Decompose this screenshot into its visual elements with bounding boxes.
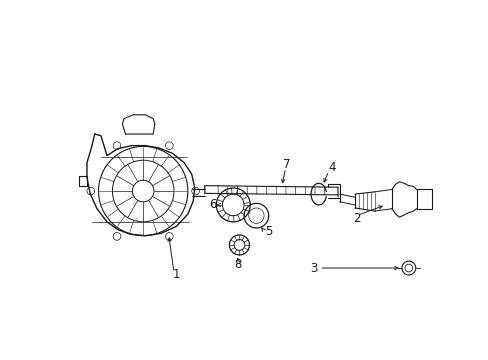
Text: 3: 3 — [309, 261, 316, 275]
Text: 6: 6 — [209, 198, 217, 211]
Text: 5: 5 — [264, 225, 272, 238]
Text: 8: 8 — [234, 258, 241, 271]
Text: 1: 1 — [172, 268, 180, 281]
Text: 4: 4 — [327, 161, 335, 175]
Text: 2: 2 — [352, 212, 360, 225]
Text: 7: 7 — [283, 158, 290, 171]
